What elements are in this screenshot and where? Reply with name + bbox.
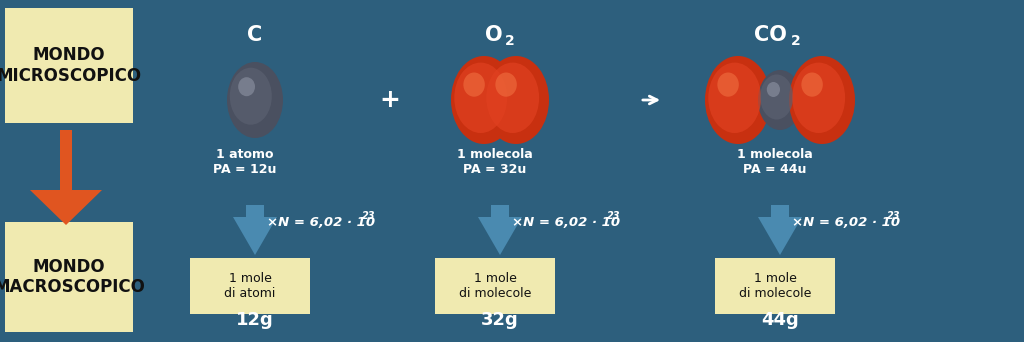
Text: ×N = 6,02 · 10: ×N = 6,02 · 10 [512, 215, 621, 228]
Ellipse shape [239, 77, 255, 96]
Text: 1 mole
di molecole: 1 mole di molecole [459, 272, 531, 300]
Ellipse shape [451, 56, 517, 144]
Ellipse shape [705, 56, 771, 144]
Text: 1 atomo
PA = 12u: 1 atomo PA = 12u [213, 148, 276, 176]
Text: MONDO
MACROSCOPICO: MONDO MACROSCOPICO [0, 258, 145, 297]
Ellipse shape [790, 56, 855, 144]
Ellipse shape [227, 62, 283, 138]
Text: 12g: 12g [237, 311, 273, 329]
Ellipse shape [496, 73, 517, 97]
Text: 1 molecola
PA = 44u: 1 molecola PA = 44u [737, 148, 813, 176]
Text: 32g: 32g [481, 311, 519, 329]
Ellipse shape [455, 63, 507, 133]
Polygon shape [60, 130, 72, 195]
FancyBboxPatch shape [190, 258, 310, 314]
Polygon shape [490, 205, 509, 217]
Text: 23: 23 [362, 211, 376, 221]
Text: 23: 23 [887, 211, 900, 221]
Polygon shape [246, 205, 264, 217]
Ellipse shape [793, 63, 845, 133]
Ellipse shape [709, 63, 761, 133]
Ellipse shape [758, 70, 802, 130]
Ellipse shape [802, 73, 823, 97]
Text: 2: 2 [505, 34, 515, 48]
Ellipse shape [464, 73, 484, 97]
Polygon shape [233, 217, 278, 255]
Text: 2: 2 [792, 34, 801, 48]
Ellipse shape [767, 82, 780, 97]
FancyBboxPatch shape [715, 258, 835, 314]
Text: 1 molecola
PA = 32u: 1 molecola PA = 32u [457, 148, 532, 176]
Ellipse shape [483, 56, 549, 144]
Text: 23: 23 [607, 211, 621, 221]
Text: +: + [380, 88, 400, 112]
Ellipse shape [486, 63, 539, 133]
Polygon shape [758, 217, 802, 255]
FancyBboxPatch shape [5, 8, 133, 123]
Text: ×N = 6,02 · 10: ×N = 6,02 · 10 [792, 215, 900, 228]
Text: ×N = 6,02 · 10: ×N = 6,02 · 10 [267, 215, 375, 228]
Text: 1 mole
di molecole: 1 mole di molecole [738, 272, 811, 300]
Ellipse shape [229, 68, 271, 125]
FancyBboxPatch shape [435, 258, 555, 314]
Polygon shape [30, 190, 102, 225]
Text: MONDO
MICROSCOPICO: MONDO MICROSCOPICO [0, 46, 141, 85]
Text: CO: CO [754, 25, 786, 45]
Polygon shape [771, 205, 790, 217]
Ellipse shape [718, 73, 739, 97]
Text: 44g: 44g [761, 311, 799, 329]
Text: O: O [485, 25, 503, 45]
Ellipse shape [760, 75, 794, 119]
Text: 1 mole
di atomi: 1 mole di atomi [224, 272, 275, 300]
FancyBboxPatch shape [5, 222, 133, 332]
Text: C: C [248, 25, 262, 45]
Polygon shape [478, 217, 522, 255]
